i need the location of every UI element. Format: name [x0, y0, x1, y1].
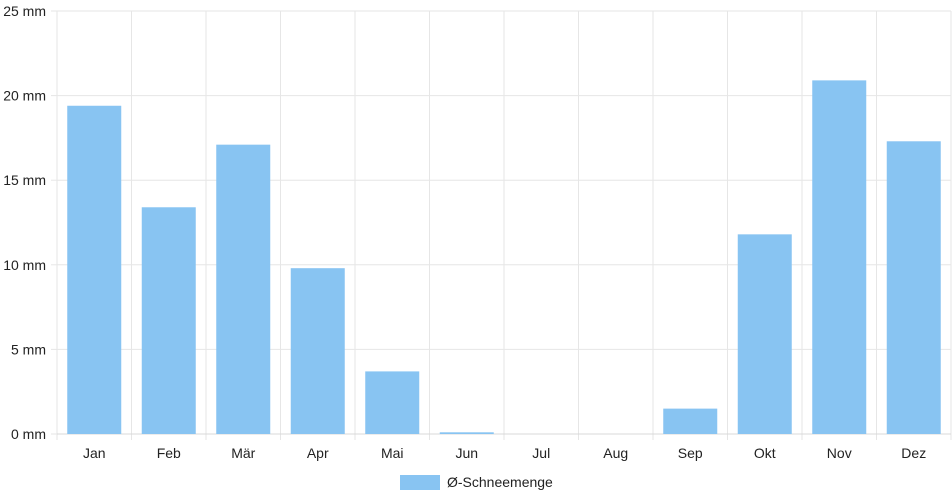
x-tick-label: Mai — [381, 445, 404, 461]
y-tick-label: 25 mm — [3, 3, 46, 19]
bar — [365, 371, 420, 434]
y-tick-label: 5 mm — [11, 341, 46, 357]
legend-swatch[interactable] — [400, 475, 440, 490]
y-tick-label: 20 mm — [3, 88, 46, 104]
bar — [67, 105, 122, 434]
x-axis-ticks: Jan Feb Mär Apr Mai Jun Jul Aug Sep Okt Nov Dez — [83, 445, 926, 461]
y-axis-ticks: 0 mm 5 mm 10 mm 15 mm 20 mm 25 mm — [3, 3, 46, 442]
x-tick-label: Mär — [231, 445, 255, 461]
bar — [439, 432, 494, 434]
legend-label[interactable]: Ø-Schneemenge — [447, 474, 553, 490]
x-tick-label: Apr — [307, 445, 329, 461]
x-tick-label: Jan — [83, 445, 106, 461]
bar — [663, 408, 718, 434]
bar — [737, 234, 792, 434]
x-tick-label: Jun — [455, 445, 478, 461]
grid — [51, 10, 952, 440]
bar — [886, 141, 941, 434]
bar — [141, 207, 196, 434]
bar — [290, 268, 345, 434]
y-tick-label: 10 mm — [3, 257, 46, 273]
legend[interactable]: Ø-Schneemenge — [400, 474, 553, 490]
x-tick-label: Dez — [901, 445, 926, 461]
y-tick-label: 0 mm — [11, 426, 46, 442]
x-tick-label: Feb — [157, 445, 181, 461]
x-tick-label: Aug — [603, 445, 628, 461]
y-tick-label: 15 mm — [3, 172, 46, 188]
x-tick-label: Sep — [678, 445, 703, 461]
x-tick-label: Jul — [532, 445, 550, 461]
x-tick-label: Okt — [754, 445, 776, 461]
bar — [812, 80, 867, 434]
bar — [216, 144, 271, 434]
bars — [67, 80, 941, 434]
x-tick-label: Nov — [827, 445, 852, 461]
